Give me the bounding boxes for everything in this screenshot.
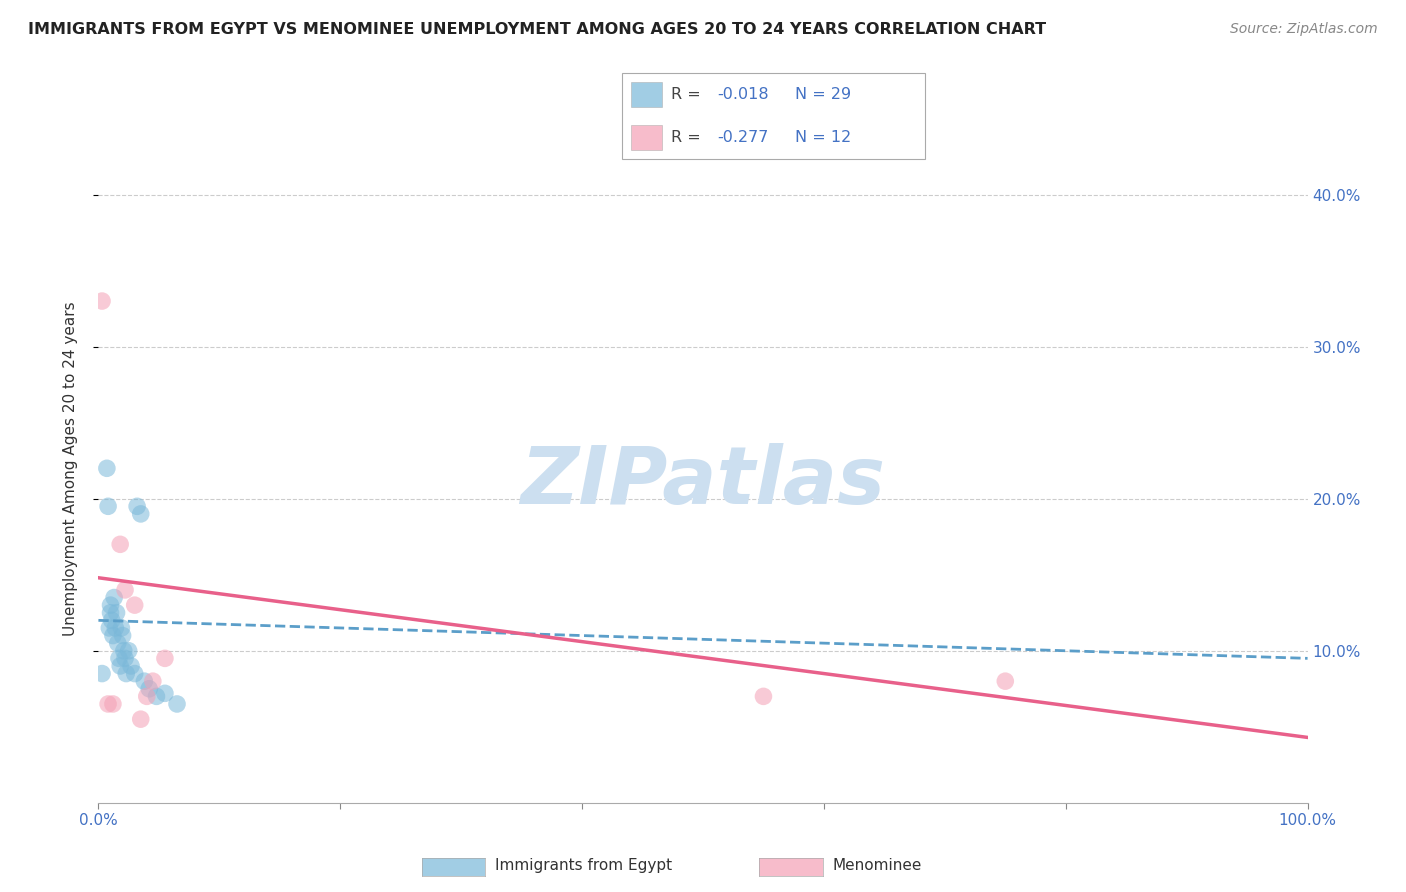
Point [105,606,128,620]
Point [108,659,131,673]
Point [129,507,152,521]
Text: -0.277: -0.277 [717,130,769,145]
Text: ZIPatlas: ZIPatlas [520,442,886,521]
Point [103,591,125,605]
Point [98,621,121,635]
Point [752,690,775,704]
Point [120,659,142,673]
Point [101,697,124,711]
Point [994,674,1017,689]
Text: R =: R = [671,130,706,145]
Point [91,294,114,309]
Point [153,651,176,665]
Text: Immigrants from Egypt: Immigrants from Egypt [495,858,672,872]
Point [118,644,141,658]
Point [112,644,135,658]
Point [166,697,188,711]
Point [97,697,120,711]
Point [108,651,131,665]
Point [110,621,132,635]
Point [97,500,120,514]
Point [100,606,122,620]
Point [129,712,152,726]
Point [138,681,160,696]
Point [114,651,136,665]
Point [104,621,127,635]
Point [135,690,157,704]
Point [100,613,122,627]
FancyBboxPatch shape [621,73,925,159]
Text: IMMIGRANTS FROM EGYPT VS MENOMINEE UNEMPLOYMENT AMONG AGES 20 TO 24 YEARS CORREL: IMMIGRANTS FROM EGYPT VS MENOMINEE UNEMP… [28,22,1046,37]
Point [107,636,129,650]
Point [100,598,122,612]
Y-axis label: Unemployment Among Ages 20 to 24 years: Unemployment Among Ages 20 to 24 years [63,301,77,636]
Point [127,500,149,514]
Bar [631,82,662,107]
Point [101,628,124,642]
Text: Menominee: Menominee [832,858,922,872]
Text: R =: R = [671,87,706,102]
Text: -0.018: -0.018 [717,87,769,102]
Point [153,686,176,700]
Point [111,628,134,642]
Point [115,666,138,681]
Point [96,461,118,475]
Point [145,690,167,704]
Bar [631,125,662,150]
Point [124,666,146,681]
Point [134,674,156,689]
Point [124,598,146,612]
Point [108,537,131,551]
Text: N = 29: N = 29 [794,87,851,102]
Point [114,582,136,597]
Point [91,666,114,681]
Text: Source: ZipAtlas.com: Source: ZipAtlas.com [1230,22,1378,37]
Point [142,674,165,689]
Text: N = 12: N = 12 [794,130,851,145]
